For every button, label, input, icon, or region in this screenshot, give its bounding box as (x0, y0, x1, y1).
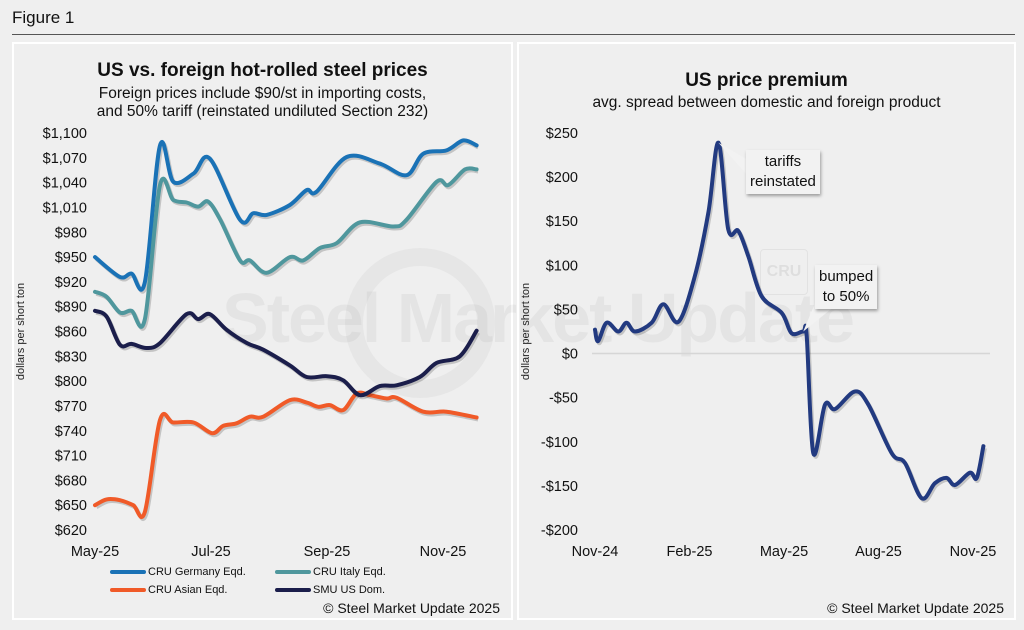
legend-item-us-dom: SMU US Dom. (275, 584, 385, 596)
legend-swatch-italy (275, 570, 311, 574)
annotation-line: tariffs (764, 153, 802, 170)
legend-item-italy: CRU Italy Eqd. (275, 566, 386, 578)
y-axis-title: dollars per short ton (520, 283, 532, 380)
y-tick-label: $100 (546, 258, 578, 274)
annotation-bumped-to-50: bumped to 50% (815, 265, 878, 309)
x-tick-label: Sep-25 (304, 544, 351, 560)
y-axis-title: dollars per short ton (15, 283, 27, 380)
annotation-pointer (718, 142, 748, 176)
series-line-cru-germany-eqd (93, 138, 479, 292)
left-chart-subtitle-1: Foreign prices include $90/st in importi… (98, 85, 427, 102)
legend-label-asian: CRU Asian Eqd. (148, 584, 228, 596)
right-chart-subtitle: avg. spread between domestic and foreign… (592, 94, 941, 111)
right-chart-panel (517, 42, 1016, 620)
y-tick-label: $620 (55, 523, 87, 539)
y-tick-label: $710 (55, 449, 87, 465)
y-tick-label: -$200 (541, 523, 578, 539)
left-chart-title: US vs. foreign hot-rolled steel prices (97, 60, 428, 81)
series-line-us-price-premium (593, 140, 986, 501)
y-tick-label: $950 (55, 250, 87, 266)
y-tick-label: $50 (554, 302, 578, 318)
x-tick-label: Nov-24 (572, 544, 619, 560)
right-chart-title: US price premium (685, 70, 848, 91)
y-tick-label: $800 (55, 374, 87, 390)
right-chart-credit: © Steel Market Update 2025 (827, 600, 1004, 616)
x-tick-label: Jul-25 (191, 544, 231, 560)
y-tick-label: -$100 (541, 435, 578, 451)
y-tick-label: $650 (55, 498, 87, 514)
figure-divider (12, 34, 1015, 35)
y-tick-label: $1,040 (43, 176, 87, 192)
series-line-cru-italy-eqd (93, 166, 479, 329)
y-tick-label: $980 (55, 225, 87, 241)
watermark-logo: Steel Market Update (222, 278, 855, 358)
y-tick-label: -$150 (541, 479, 578, 495)
series-line-cru-asian-eqd (93, 390, 479, 520)
y-tick-label: $740 (55, 424, 87, 440)
left-chart-subtitle-2: and 50% tariff (reinstated undiluted Sec… (96, 103, 429, 120)
legend-item-asian: CRU Asian Eqd. (110, 584, 227, 596)
y-tick-label: $770 (55, 399, 87, 415)
x-tick-label: Nov-25 (950, 544, 997, 560)
annotation-line: to 50% (822, 288, 870, 305)
left-chart-panel (12, 42, 513, 620)
y-tick-label: $0 (562, 347, 578, 363)
series-line-smu-us-dom (93, 308, 479, 398)
series-shadow (95, 392, 479, 522)
legend-label-italy: CRU Italy Eqd. (313, 566, 386, 578)
y-tick-label: $200 (546, 170, 578, 186)
x-tick-label: Aug-25 (855, 544, 902, 560)
y-tick-label: $250 (546, 126, 578, 142)
legend-item-germany: CRU Germany Eqd. (110, 566, 246, 578)
legend-label-germany: CRU Germany Eqd. (148, 566, 246, 578)
y-tick-label: $920 (55, 275, 87, 291)
y-tick-label: $830 (55, 349, 87, 365)
y-tick-label: $860 (55, 325, 87, 341)
x-tick-label: Nov-25 (420, 544, 467, 560)
y-tick-label: $150 (546, 214, 578, 230)
legend-label-us-dom: SMU US Dom. (313, 584, 386, 596)
figure-title: Figure 1 (12, 8, 75, 27)
left-chart-credit: © Steel Market Update 2025 (323, 600, 500, 616)
legend-swatch-asian (110, 588, 146, 592)
annotation-tariffs-reinstated: tariffs reinstated (746, 150, 820, 194)
legend-swatch-germany (110, 570, 146, 574)
series-shadow (594, 142, 987, 503)
annotation-line: reinstated (750, 173, 816, 190)
y-tick-label: $890 (55, 300, 87, 316)
x-tick-label: May-25 (760, 544, 808, 560)
annotation-line: bumped (819, 268, 874, 285)
x-tick-label: Feb-25 (667, 544, 713, 560)
x-tick-label: May-25 (71, 544, 119, 560)
y-tick-label: -$50 (549, 391, 578, 407)
series-shadow (95, 310, 480, 400)
cru-watermark-logo: CRU (760, 249, 808, 295)
y-tick-label: $1,100 (43, 126, 87, 142)
y-tick-label: $1,010 (43, 200, 87, 216)
legend-swatch-us-dom (275, 588, 311, 592)
y-tick-label: $1,070 (43, 151, 87, 167)
y-tick-label: $680 (55, 473, 87, 489)
